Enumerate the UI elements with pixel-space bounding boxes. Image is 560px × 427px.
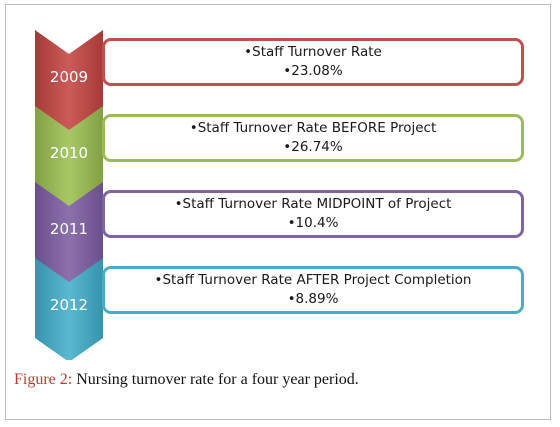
step-box-2012: •Staff Turnover Rate AFTER Project Compl… [102, 266, 524, 314]
figure-caption-text: Nursing turnover rate for a four year pe… [72, 371, 359, 388]
step-value: •26.74% [283, 139, 343, 155]
step-title: •Staff Turnover Rate BEFORE Project [189, 120, 437, 136]
step-value: •8.89% [287, 291, 339, 307]
process-diagram [35, 30, 103, 360]
step-title: •Staff Turnover Rate AFTER Project Compl… [154, 272, 472, 288]
step-value: •23.08% [283, 63, 343, 79]
chevron-2009 [35, 30, 103, 134]
year-label-2009: 2009 [49, 68, 89, 86]
year-label-2010: 2010 [49, 144, 89, 162]
step-box-2009: •Staff Turnover Rate •23.08% [102, 38, 524, 86]
chevron-2010 [35, 106, 103, 210]
step-box-2011: •Staff Turnover Rate MIDPOINT of Project… [102, 190, 524, 238]
year-label-2011: 2011 [49, 220, 89, 238]
year-label-2012: 2012 [49, 296, 89, 314]
step-title: •Staff Turnover Rate MIDPOINT of Project [174, 196, 452, 212]
step-value: •10.4% [287, 215, 339, 231]
step-title: •Staff Turnover Rate [244, 44, 382, 60]
step-box-2010: •Staff Turnover Rate BEFORE Project •26.… [102, 114, 524, 162]
figure-caption: Figure 2: Nursing turnover rate for a fo… [14, 371, 359, 389]
chevron-2011 [35, 182, 103, 286]
figure-label: Figure 2: [14, 371, 73, 388]
chevron-2012 [35, 258, 103, 360]
